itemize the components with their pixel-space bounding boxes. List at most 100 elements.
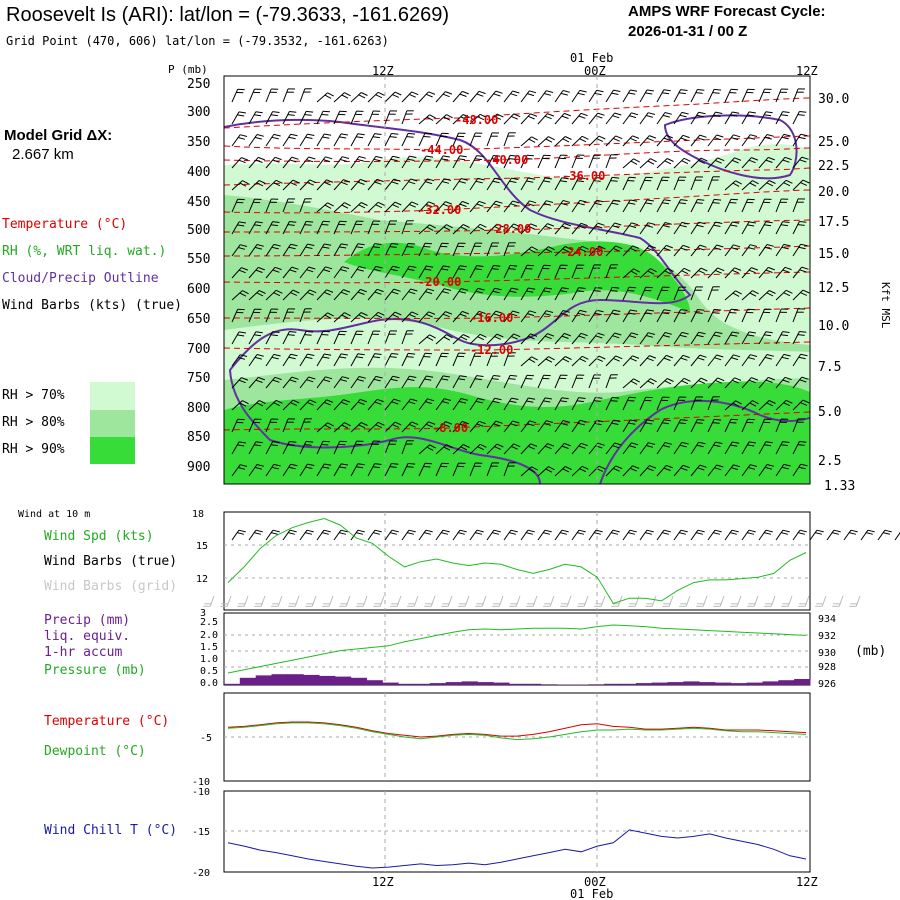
wind-barb-tick — [445, 201, 453, 205]
wind-barb-tick — [255, 379, 263, 383]
wind-barb-tick — [751, 267, 759, 271]
wind-barb-staff — [792, 111, 800, 125]
wind-barb-staff — [690, 309, 698, 323]
wind-barb-tick — [510, 264, 518, 267]
wind-barb-tick — [749, 402, 757, 407]
wind-barb-staff — [520, 136, 532, 147]
wind-barb-staff — [758, 308, 765, 323]
isotherm-12 — [224, 341, 810, 351]
wind-barb-tick — [460, 398, 468, 401]
wind-barb-staff — [435, 155, 444, 169]
wind-barb-staff — [554, 397, 563, 411]
wind-barb-tick — [681, 111, 689, 115]
wind-barb-staff — [299, 399, 311, 411]
wind-barb-staff — [486, 529, 495, 541]
wind-barb-staff — [622, 529, 631, 541]
wind-barb-tick — [375, 155, 383, 159]
wind-barb-tick — [493, 375, 501, 377]
wind-barb-tick — [390, 268, 398, 272]
wind-barb-tick — [291, 376, 299, 380]
wind-barb-staff — [418, 421, 429, 433]
wind-barb-tick — [697, 419, 705, 421]
wind-barb-tick — [391, 133, 399, 135]
wind-barb-tick — [287, 444, 295, 446]
wind-barb-staff — [384, 110, 391, 125]
wind-barb-tick — [238, 441, 246, 444]
wind-barb-tick — [597, 112, 605, 116]
wind-barb-tick — [358, 314, 366, 319]
wind-barb-tick — [627, 180, 635, 182]
wind-barb-staff — [639, 309, 648, 323]
wind-barb-staff — [316, 133, 325, 147]
wind-barb-tick — [513, 443, 521, 448]
wind-barb-staff — [792, 179, 804, 191]
wind-barb-tick — [716, 244, 724, 248]
wind-barb-staff — [350, 376, 360, 389]
wind-barb-staff — [792, 331, 800, 345]
wind-barb-tick — [765, 221, 773, 224]
wind-barb-staff — [673, 464, 684, 477]
wind-barb-tick — [799, 441, 807, 443]
wind-barb-staff — [503, 242, 510, 257]
wind-barb-tick — [510, 529, 518, 533]
wind-barb-staff — [537, 90, 547, 103]
wind-barb-tick — [664, 380, 672, 385]
wind-barb-staff — [741, 267, 752, 279]
wind-barb-staff — [452, 114, 464, 125]
wind-barb-staff — [367, 440, 374, 455]
wind-barb-staff — [588, 374, 595, 389]
wind-barb-tick — [735, 400, 742, 405]
wind-barb-tick — [580, 332, 588, 337]
wind-barb-tick — [801, 376, 809, 380]
wind-barb-staff — [775, 418, 782, 433]
wind-barb-tick — [322, 136, 330, 139]
wind-barb-tick — [678, 312, 686, 315]
wind-barb-staff — [741, 400, 753, 411]
wind-barb-staff — [418, 398, 428, 411]
wind-barb-staff — [656, 332, 666, 345]
wind-barb-tick — [594, 202, 602, 206]
wind-barb-tick — [391, 353, 399, 355]
wind-barb-tick — [272, 221, 280, 223]
wind-barb-staff — [656, 355, 667, 367]
wind-barb-tick — [768, 400, 776, 404]
wind-barb-tick — [680, 419, 688, 421]
wind-barb-staff — [571, 465, 583, 477]
wind-barb-tick — [407, 158, 415, 161]
wind-barb-tick — [306, 159, 314, 163]
wind-barb-staff — [401, 243, 409, 257]
wind-barb-tick — [343, 399, 351, 403]
wind-barb-tick — [391, 529, 399, 533]
wind-barb-tick — [630, 419, 638, 422]
wind-barb-tick — [511, 225, 518, 230]
ytick-550: 550 — [187, 252, 210, 267]
wind-barb-tick — [273, 182, 281, 187]
wind-barb-tick — [666, 378, 674, 382]
wind-barb-tick — [610, 400, 618, 402]
wind-barb-staff — [452, 288, 462, 301]
wind-barb-tick — [800, 353, 808, 357]
wind-barb-staff — [418, 353, 426, 367]
wind-barb-staff — [452, 91, 463, 103]
wind-barb-staff — [690, 464, 701, 477]
wind-barb-tick — [578, 529, 586, 533]
wind-barb-tick — [628, 422, 636, 425]
wind-barb-tick — [255, 221, 263, 224]
wind-barb-tick — [697, 199, 705, 201]
wind-barb-staff — [673, 442, 683, 455]
wind-barb-tick — [614, 442, 622, 446]
wind-barb-tick — [425, 529, 433, 533]
wind-barb-tick — [526, 532, 534, 535]
wind-barb-tick — [698, 160, 706, 164]
wind-barb-staff — [605, 287, 613, 301]
wind-barb-tick — [462, 444, 470, 448]
wind-barb-tick — [577, 92, 585, 96]
wind-barb-staff — [792, 221, 800, 235]
wind-barb-staff — [469, 333, 481, 345]
wind-barb-tick — [479, 443, 487, 448]
wind-barb-staff — [282, 266, 293, 279]
wind-barb-staff — [299, 353, 308, 367]
wind-barb-tick — [443, 116, 451, 121]
rh80-swatch — [90, 410, 135, 437]
wind-barb-staff — [690, 442, 700, 455]
